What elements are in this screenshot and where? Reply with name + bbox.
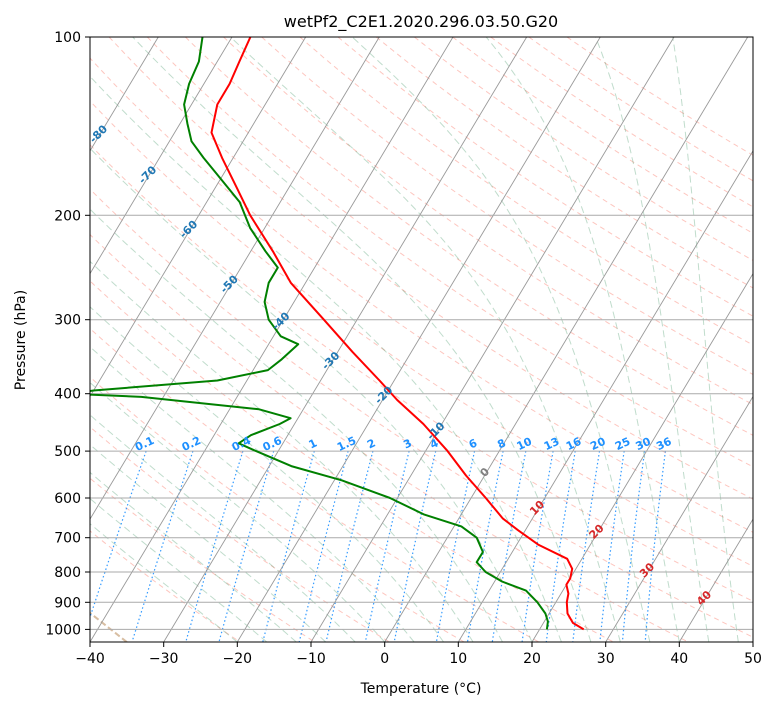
dry-adiabat-line	[223, 37, 753, 406]
y-tick-label: 800	[54, 565, 81, 581]
isotherm-line	[163, 37, 528, 642]
isotherm-line	[678, 518, 753, 642]
dry-adiabat-line	[337, 37, 753, 317]
isotherm-line	[90, 37, 454, 642]
isotherm-line	[90, 37, 307, 398]
mixing-ratio-line	[466, 450, 504, 642]
mixing-ratio-line	[364, 450, 410, 642]
moist-adiabat-line	[90, 306, 445, 642]
isotherm-line	[310, 37, 675, 642]
mixing-ratio-label: 13	[542, 435, 561, 453]
mixing-ratio-label: 10	[515, 435, 535, 453]
y-tick-label: 700	[54, 531, 81, 547]
x-tick-label: −30	[149, 651, 179, 667]
x-tick-label: 40	[670, 651, 688, 667]
x-tick-label: −20	[223, 651, 253, 667]
moist-adiabat-line	[90, 414, 356, 642]
moist-adiabat-line	[351, 37, 651, 642]
moist-adiabat-line	[90, 75, 562, 642]
isotherm-line	[90, 37, 380, 521]
y-tick-label: 100	[54, 30, 81, 46]
y-tick-label: 400	[54, 387, 81, 403]
x-tick-label: −40	[75, 651, 105, 667]
mixing-ratio-line	[90, 450, 147, 620]
dry-adiabat-line	[90, 426, 390, 642]
x-tick-label: 50	[744, 651, 762, 667]
temperature-profile-line	[210, 37, 585, 631]
mixing-ratio-line	[298, 450, 349, 642]
moist-adiabat-line	[672, 37, 739, 642]
isotherm-line	[90, 37, 159, 152]
mixing-ratio-line	[599, 451, 625, 642]
isotherm-line	[90, 37, 233, 275]
x-tick-label: 0	[380, 651, 389, 667]
mixing-ratio-line	[572, 451, 601, 642]
dry-adiabat-line	[90, 280, 614, 642]
y-tick-label: 1000	[45, 622, 81, 638]
mixing-ratio-line	[325, 450, 374, 642]
x-tick-label: 20	[523, 651, 541, 667]
mixing-ratio-label: 16	[564, 435, 584, 453]
y-tick-label: 900	[54, 595, 81, 611]
dry-adiabat-line	[528, 37, 753, 182]
mixing-ratio-label: 25	[613, 435, 632, 453]
x-tick-label: 30	[597, 651, 615, 667]
moist-adiabat-line	[90, 381, 386, 642]
dry-adiabat-line	[452, 37, 753, 234]
dry-adiabat-line	[90, 144, 753, 602]
isotherm-line	[384, 37, 749, 642]
mixing-ratio-line	[218, 450, 275, 642]
y-tick-label: 500	[54, 444, 81, 460]
dry-adiabat-line	[90, 233, 689, 642]
moist-adiabat-line	[90, 346, 415, 642]
moist-adiabat-line	[90, 260, 474, 642]
mixing-ratio-label: 36	[654, 435, 674, 453]
dry-adiabat-line	[414, 37, 753, 261]
dewpoint-profile-line	[90, 37, 549, 630]
mixing-ratio-label: 20	[588, 435, 608, 453]
isotherm-line	[236, 37, 601, 642]
x-axis-label: Temperature (°C)	[360, 681, 482, 697]
mixing-ratio-line	[262, 450, 315, 642]
x-tick-label: −10	[296, 651, 326, 667]
dry-adiabat-line	[90, 100, 753, 567]
isotherm-line	[457, 149, 753, 642]
mixing-ratio-line	[393, 450, 437, 642]
moist-adiabat-line	[90, 471, 297, 642]
y-tick-label: 300	[54, 313, 81, 329]
mixing-ratio-line	[435, 450, 476, 642]
y-tick-label: 200	[54, 208, 81, 224]
moist-adiabat-line	[485, 37, 680, 642]
dry-adiabat-line	[90, 530, 241, 642]
mixing-ratio-line	[491, 450, 527, 642]
dry-adiabat-line	[90, 376, 465, 642]
moist-adiabat-line	[90, 523, 238, 642]
y-tick-label: 600	[54, 491, 81, 507]
dry-adiabat-line	[146, 37, 753, 468]
mixing-ratio-line	[644, 451, 666, 642]
mixing-ratio-line	[621, 451, 646, 642]
moist-adiabat-line	[230, 37, 621, 642]
mixing-ratio-line	[131, 450, 194, 642]
x-tick-label: 10	[449, 651, 467, 667]
isotherm-line	[531, 272, 753, 642]
chart-title: wetPf2_C2E1.2020.296.03.50.G20	[284, 12, 558, 32]
isotherm-line	[605, 395, 753, 642]
y-axis-label: Pressure (hPa)	[13, 290, 29, 390]
moist-adiabat-line	[595, 37, 710, 642]
moist-adiabat-line	[90, 444, 327, 642]
dry-adiabat-line	[90, 477, 315, 642]
plot-frame	[89, 36, 754, 643]
mixing-ratio-label: 30	[634, 435, 654, 453]
dry-adiabat-line	[90, 327, 540, 642]
mixing-ratio-line	[185, 450, 244, 642]
moist-adiabat-line	[132, 37, 592, 642]
moist-adiabat-line	[90, 147, 533, 642]
dry-adiabat-line	[261, 37, 753, 375]
mixing-ratio-line	[521, 450, 554, 642]
